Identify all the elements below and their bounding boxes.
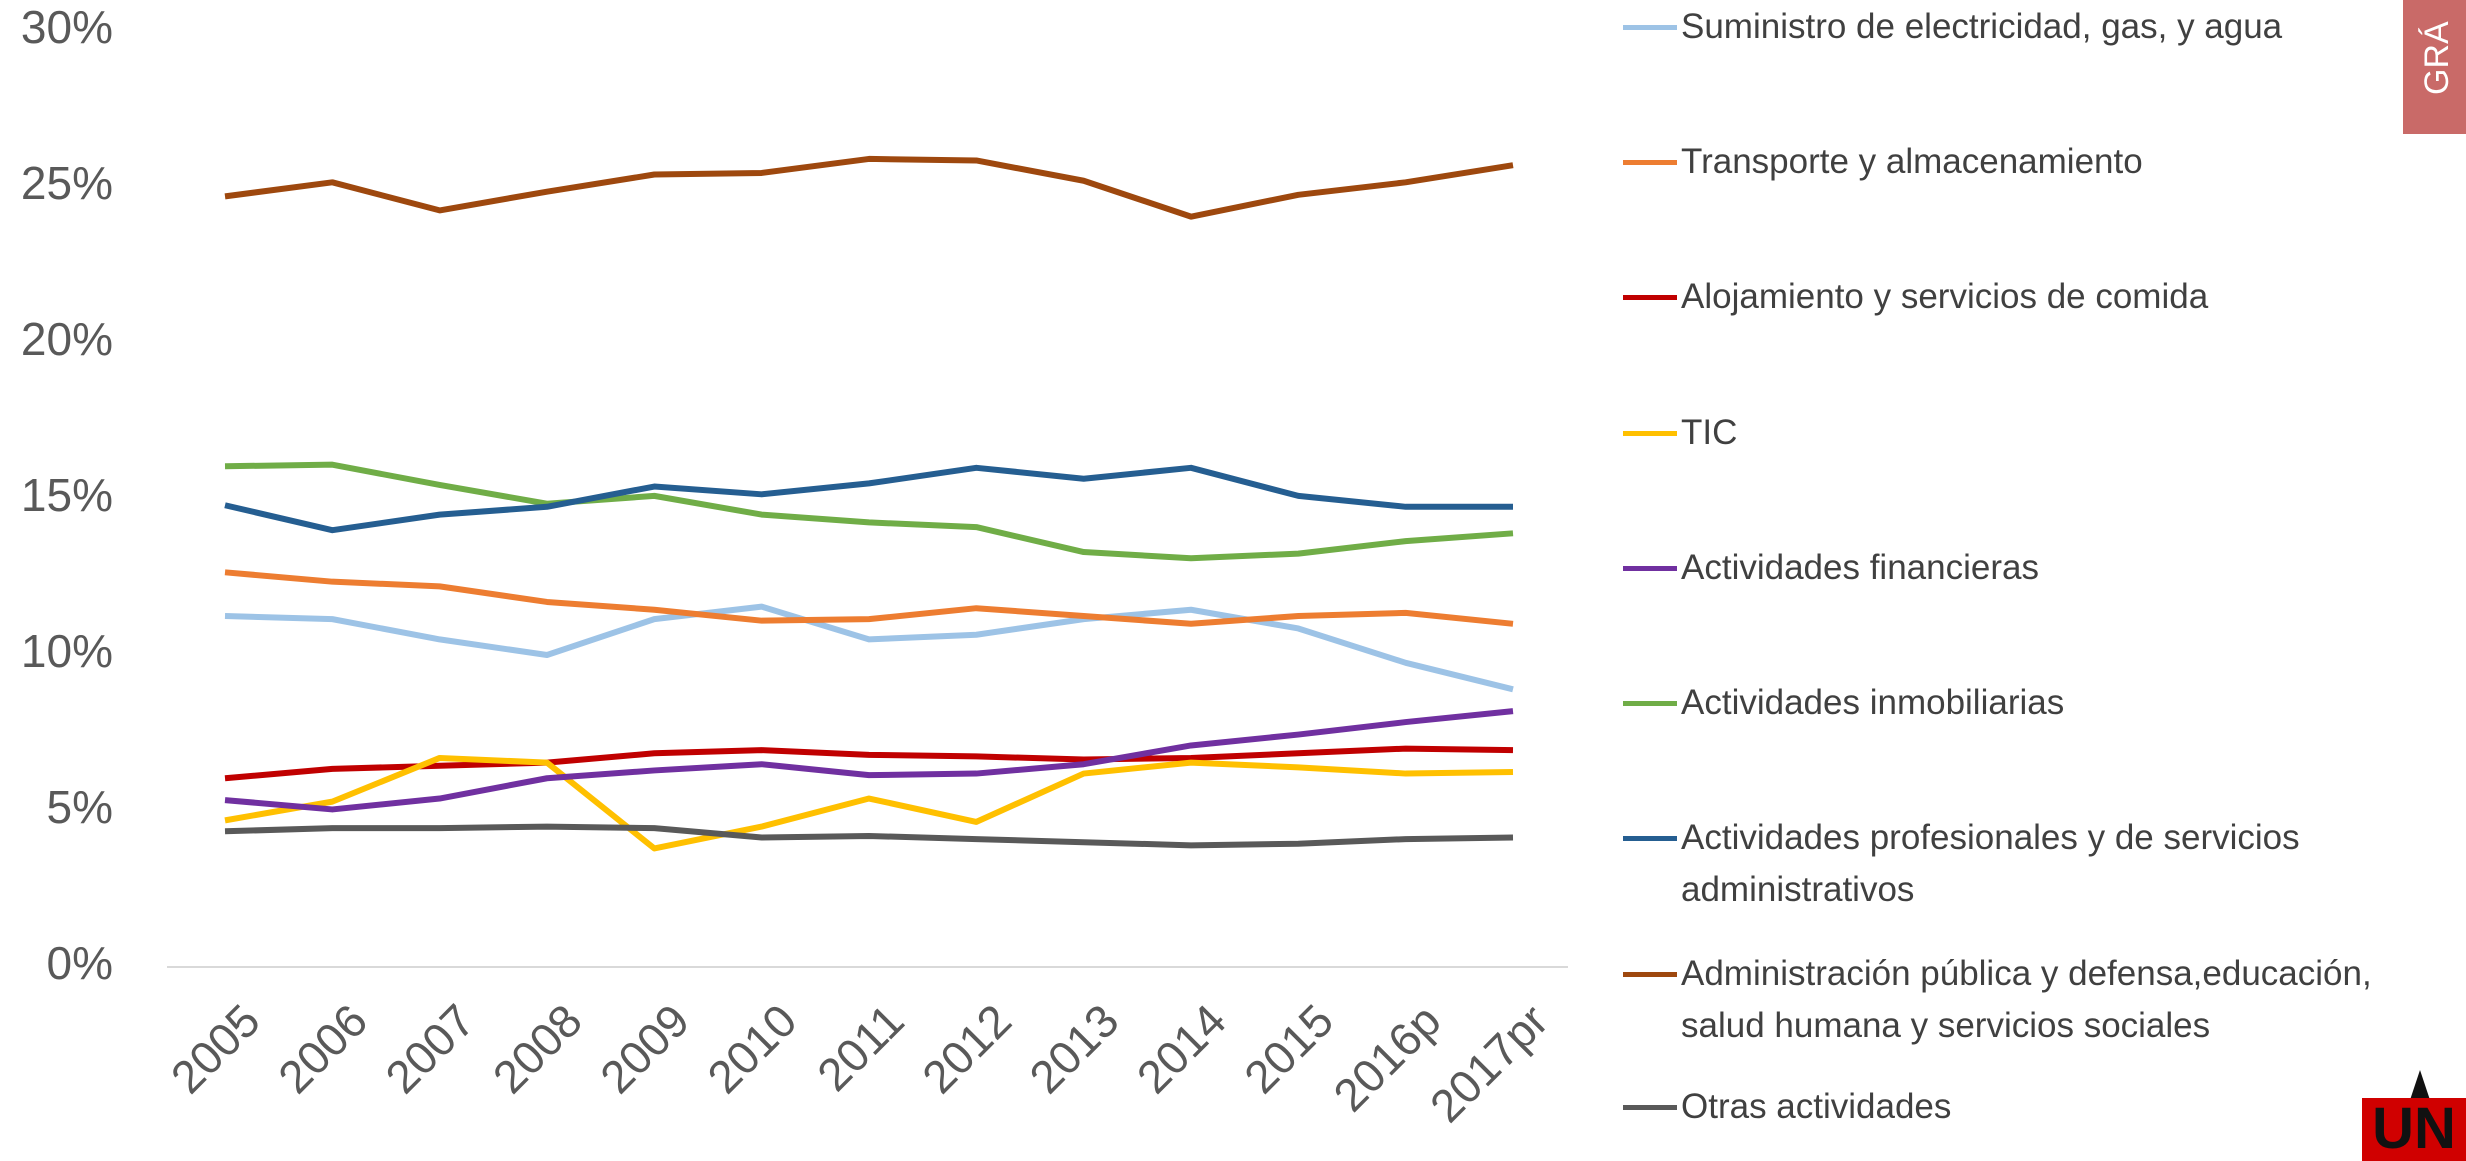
legend-item: Suministro de electricidad, gas, y agua — [1623, 1, 2463, 53]
legend-swatch — [1623, 160, 1677, 165]
x-tick-label: 2017pr — [1420, 994, 1558, 1132]
x-tick-label: 2007 — [375, 994, 484, 1103]
series-line — [224, 603, 1514, 693]
legend-swatch — [1623, 836, 1677, 841]
x-tick-label: 2011 — [807, 994, 914, 1101]
series-line — [224, 754, 1514, 852]
legend-label: Actividades inmobiliarias — [1681, 683, 2065, 722]
legend-label: Administración pública y defensa,educaci… — [1681, 954, 2372, 1045]
series-line — [224, 745, 1514, 782]
logo-peak — [2410, 1070, 2430, 1100]
legend-item: Actividades financieras — [1623, 542, 2463, 594]
legend-swatch — [1623, 701, 1677, 706]
legend-item: Otras actividades — [1623, 1081, 2463, 1133]
legend-label: Alojamiento y servicios de comida — [1681, 277, 2209, 316]
series-line — [224, 569, 1514, 627]
legend-label: Actividades financieras — [1681, 548, 2039, 587]
x-tick-label: 2012 — [912, 994, 1021, 1103]
legend-swatch — [1623, 431, 1677, 436]
legend-swatch — [1623, 1105, 1677, 1110]
series-line — [224, 464, 1513, 534]
legend-label: Suministro de electricidad, gas, y agua — [1681, 7, 2283, 46]
logo — [2362, 1098, 2466, 1161]
x-tick-label: 2014 — [1127, 994, 1236, 1103]
x-tick-label: 2005 — [161, 994, 270, 1103]
y-tick-label: 25% — [21, 157, 113, 209]
legend-swatch — [1623, 25, 1677, 30]
y-tick-label: 30% — [21, 1, 113, 53]
legend-item: Transporte y almacenamiento — [1623, 136, 2463, 188]
y-tick-label: 0% — [47, 937, 113, 989]
series-line — [224, 461, 1514, 562]
legend-item: Alojamiento y servicios de comida — [1623, 271, 2463, 323]
legend-label: Otras actividades — [1681, 1087, 1952, 1126]
series-line — [224, 155, 1514, 220]
side-tab-text: GRÁ — [2418, 21, 2456, 95]
x-tick-label: 2006 — [268, 994, 377, 1103]
y-tick-label: 10% — [21, 625, 113, 677]
legend-swatch — [1623, 972, 1677, 977]
y-tick-label: 15% — [21, 469, 113, 521]
legend-label: Transporte y almacenamiento — [1681, 142, 2143, 181]
x-tick-label: 2010 — [697, 994, 806, 1103]
side-tab — [2403, 0, 2466, 134]
x-tick-label: 2009 — [590, 994, 699, 1103]
logo-text: UN — [2372, 1096, 2456, 1161]
series-line — [224, 708, 1514, 813]
legend-item: Actividades inmobiliarias — [1623, 677, 2463, 729]
legend-item: Administración pública y defensa,educaci… — [1623, 948, 2463, 1052]
x-tick-label: 2008 — [483, 994, 592, 1103]
legend-swatch — [1623, 566, 1677, 571]
legend-label: Actividades profesionales y de servicios… — [1681, 818, 2300, 909]
legend-label: TIC — [1681, 413, 1738, 452]
series-line — [224, 823, 1514, 849]
legend-item: TIC — [1623, 407, 2463, 459]
legend-item: Actividades profesionales y de servicios… — [1623, 812, 2463, 916]
legend-swatch — [1623, 295, 1677, 300]
x-tick-label: 2013 — [1019, 994, 1128, 1103]
y-tick-label: 20% — [21, 313, 113, 365]
y-tick-label: 5% — [47, 781, 113, 833]
